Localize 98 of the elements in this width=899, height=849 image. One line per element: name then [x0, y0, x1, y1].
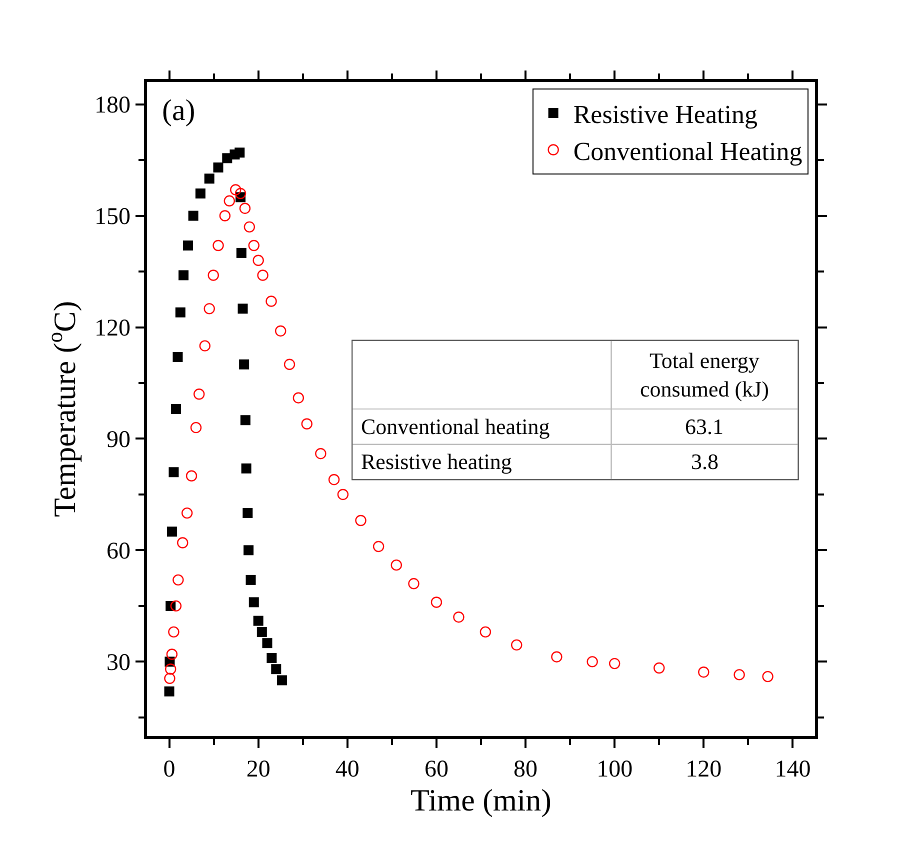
point: [188, 210, 198, 221]
annotation: Total energy consumed (kJ): [640, 348, 769, 402]
point: [453, 611, 464, 623]
point: [480, 626, 492, 638]
point: [266, 296, 277, 307]
point: [240, 415, 250, 426]
point: [230, 184, 242, 196]
point: [586, 656, 598, 668]
point: [177, 537, 188, 548]
point: [199, 340, 210, 352]
point: [242, 508, 253, 518]
point: [248, 240, 260, 252]
point: [262, 638, 272, 648]
x-axis-title: Time (min): [410, 782, 552, 818]
point: [511, 639, 522, 651]
point: [271, 664, 282, 674]
point: [170, 600, 182, 612]
point: [239, 202, 251, 214]
point: [165, 664, 176, 675]
point: [355, 514, 366, 526]
point: [257, 270, 268, 281]
point: [408, 578, 420, 590]
point: [166, 648, 178, 660]
x-tick-label: 60: [424, 756, 448, 783]
point: [166, 526, 177, 537]
point: [186, 470, 198, 482]
y-tick-label: 90: [106, 427, 130, 454]
point: [762, 670, 774, 682]
point: [551, 651, 562, 662]
point: [204, 303, 215, 314]
point: [164, 686, 174, 696]
annotation: 63.1: [685, 414, 724, 439]
point: [213, 162, 224, 172]
point: [172, 352, 183, 362]
y-tick-label: 180: [94, 92, 130, 119]
y-tick-label: 60: [106, 538, 130, 565]
point: [238, 304, 248, 314]
x-tick-label: 0: [163, 756, 176, 783]
point: [236, 248, 246, 258]
x-tick-label: 40: [335, 756, 360, 783]
point: [212, 240, 224, 252]
point: [190, 422, 202, 434]
point: [253, 616, 264, 626]
point: [170, 404, 181, 414]
point: [168, 467, 179, 478]
point: [208, 270, 219, 281]
point: [698, 666, 710, 678]
point: [609, 658, 620, 670]
point: [252, 254, 264, 266]
point: [178, 270, 189, 280]
point: [276, 675, 287, 686]
point: [284, 358, 296, 370]
point: [390, 559, 402, 571]
annotation: Conventional heating: [361, 414, 550, 439]
point: [172, 574, 184, 586]
point: [734, 669, 745, 680]
point: [292, 392, 304, 404]
legend-label: Resistive Heating: [573, 100, 758, 130]
point: [301, 418, 312, 430]
point: [256, 626, 267, 637]
annotation: Resistive heating: [361, 449, 512, 474]
legend-label: Conventional Heating: [573, 136, 802, 166]
point: [246, 574, 256, 585]
point: [239, 359, 250, 370]
x-tick-label: 20: [246, 756, 270, 783]
point: [204, 174, 214, 184]
point: [219, 210, 231, 222]
x-tick-label: 120: [686, 756, 722, 783]
point: [241, 463, 252, 474]
point: [224, 195, 235, 207]
point: [315, 448, 326, 460]
x-tick-label: 80: [514, 756, 538, 783]
point: [244, 221, 256, 233]
x-tick-label: 140: [774, 756, 811, 783]
y-tick-label: 30: [106, 650, 130, 676]
y-tick-label: 120: [94, 316, 130, 342]
point: [372, 540, 384, 552]
point: [275, 325, 286, 337]
point: [244, 545, 254, 556]
point: [164, 672, 176, 684]
x-tick-label: 100: [596, 756, 633, 783]
point: [337, 488, 349, 500]
point: [182, 240, 193, 250]
point: [181, 507, 193, 519]
annotation: (a): [162, 94, 196, 127]
point: [194, 388, 205, 400]
annotation: 3.8: [691, 449, 718, 474]
y-tick-label: 150: [94, 204, 130, 230]
point: [328, 474, 340, 486]
point: [654, 662, 665, 674]
point: [266, 652, 277, 663]
point: [168, 626, 180, 638]
point: [195, 188, 206, 198]
point: [175, 307, 186, 318]
point: [430, 596, 442, 608]
point: [248, 597, 259, 608]
point: [234, 148, 245, 158]
point: [234, 188, 246, 200]
